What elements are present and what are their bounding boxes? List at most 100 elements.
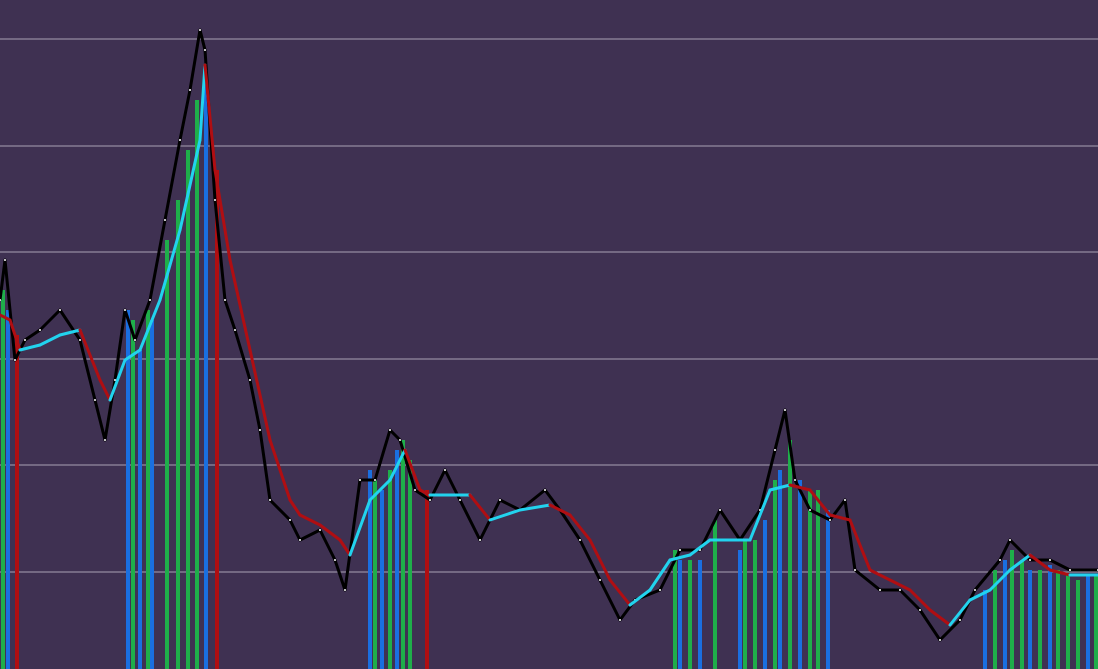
histogram-bar — [826, 510, 830, 669]
price-point — [249, 379, 251, 381]
average-segment — [288, 498, 302, 517]
histogram-bar — [743, 540, 747, 669]
average-segment — [648, 558, 672, 592]
histogram-bar — [1066, 575, 1070, 669]
price-point — [259, 429, 261, 431]
histogram-bar — [1010, 550, 1014, 669]
histogram-bar — [753, 540, 757, 669]
price-point — [959, 619, 961, 621]
histogram-bar — [425, 490, 429, 669]
price-point — [794, 479, 796, 481]
average-segment — [488, 508, 522, 522]
price-point — [444, 469, 446, 471]
histogram-bar — [165, 240, 169, 669]
average-segment — [338, 538, 352, 557]
price-point — [1049, 559, 1051, 561]
price-point — [179, 139, 181, 141]
price-point — [4, 259, 6, 261]
average-segment — [123, 348, 142, 362]
average-segment — [418, 488, 432, 497]
average-segment — [138, 298, 162, 352]
price-point — [479, 539, 481, 541]
histogram-bar — [1056, 570, 1060, 669]
price-point — [79, 339, 81, 341]
price-point — [334, 559, 336, 561]
average-segment — [468, 493, 492, 522]
price-point — [939, 639, 941, 641]
price-point — [319, 529, 321, 531]
histogram-bar — [738, 550, 742, 669]
histogram-bar — [373, 480, 377, 669]
histogram-bar — [368, 470, 372, 669]
histogram-bar — [138, 350, 142, 669]
average-segment — [198, 63, 207, 142]
histogram-bar — [150, 320, 154, 669]
price-point — [784, 409, 786, 411]
average-segment — [213, 168, 232, 262]
price-point — [134, 339, 136, 341]
price-point — [14, 359, 16, 361]
price-point — [39, 329, 41, 331]
price-point — [659, 589, 661, 591]
histogram-bar — [688, 560, 692, 669]
histogram-bar — [808, 490, 812, 669]
histogram-bar — [763, 520, 767, 669]
histogram-bar — [195, 100, 199, 669]
price-point — [774, 449, 776, 451]
average-segment — [1048, 568, 1072, 577]
average-segment — [1028, 553, 1052, 572]
price-point — [359, 479, 361, 481]
average-segment — [608, 578, 632, 607]
price-point — [1069, 569, 1071, 571]
average-segment — [908, 588, 932, 612]
price-point — [299, 539, 301, 541]
price-point — [289, 519, 291, 521]
price-point — [854, 569, 856, 571]
price-point — [269, 499, 271, 501]
histogram-bar — [204, 70, 208, 669]
average-segment — [298, 513, 322, 527]
average-segment — [828, 513, 852, 522]
price-point — [544, 489, 546, 491]
price-point — [224, 299, 226, 301]
price-point — [809, 509, 811, 511]
histogram-bar — [380, 490, 384, 669]
price-point — [974, 589, 976, 591]
average-segment — [808, 488, 832, 517]
price-point — [919, 609, 921, 611]
average-segment — [688, 538, 712, 557]
price-point — [149, 299, 151, 301]
price-point — [844, 499, 846, 501]
histogram-bar — [186, 150, 190, 669]
price-point — [214, 199, 216, 201]
histogram-bar — [1048, 565, 1052, 669]
price-point — [414, 489, 416, 491]
histogram-bar — [673, 550, 677, 669]
average-segment — [8, 318, 22, 352]
price-point — [879, 589, 881, 591]
histogram-bar — [1038, 570, 1042, 669]
price-point — [199, 29, 201, 31]
histogram-bar — [126, 310, 130, 669]
histogram-bar — [788, 440, 792, 669]
histogram-bar — [713, 520, 717, 669]
average-segment — [78, 328, 102, 382]
average-segment — [318, 523, 342, 542]
average-segment — [203, 63, 217, 172]
price-point — [619, 619, 621, 621]
price-point — [389, 429, 391, 431]
histogram-bar — [6, 310, 10, 669]
average-segment — [1008, 553, 1032, 572]
average-segment — [38, 333, 62, 347]
histogram-bar — [773, 480, 777, 669]
price-point — [899, 589, 901, 591]
histogram-bar — [993, 570, 997, 669]
average-segment — [968, 588, 992, 602]
average-segment — [98, 378, 112, 402]
histogram-bar — [408, 460, 412, 669]
price-point — [204, 49, 206, 51]
price-point — [94, 399, 96, 401]
average-segment — [548, 503, 572, 517]
average-segment — [868, 568, 892, 582]
